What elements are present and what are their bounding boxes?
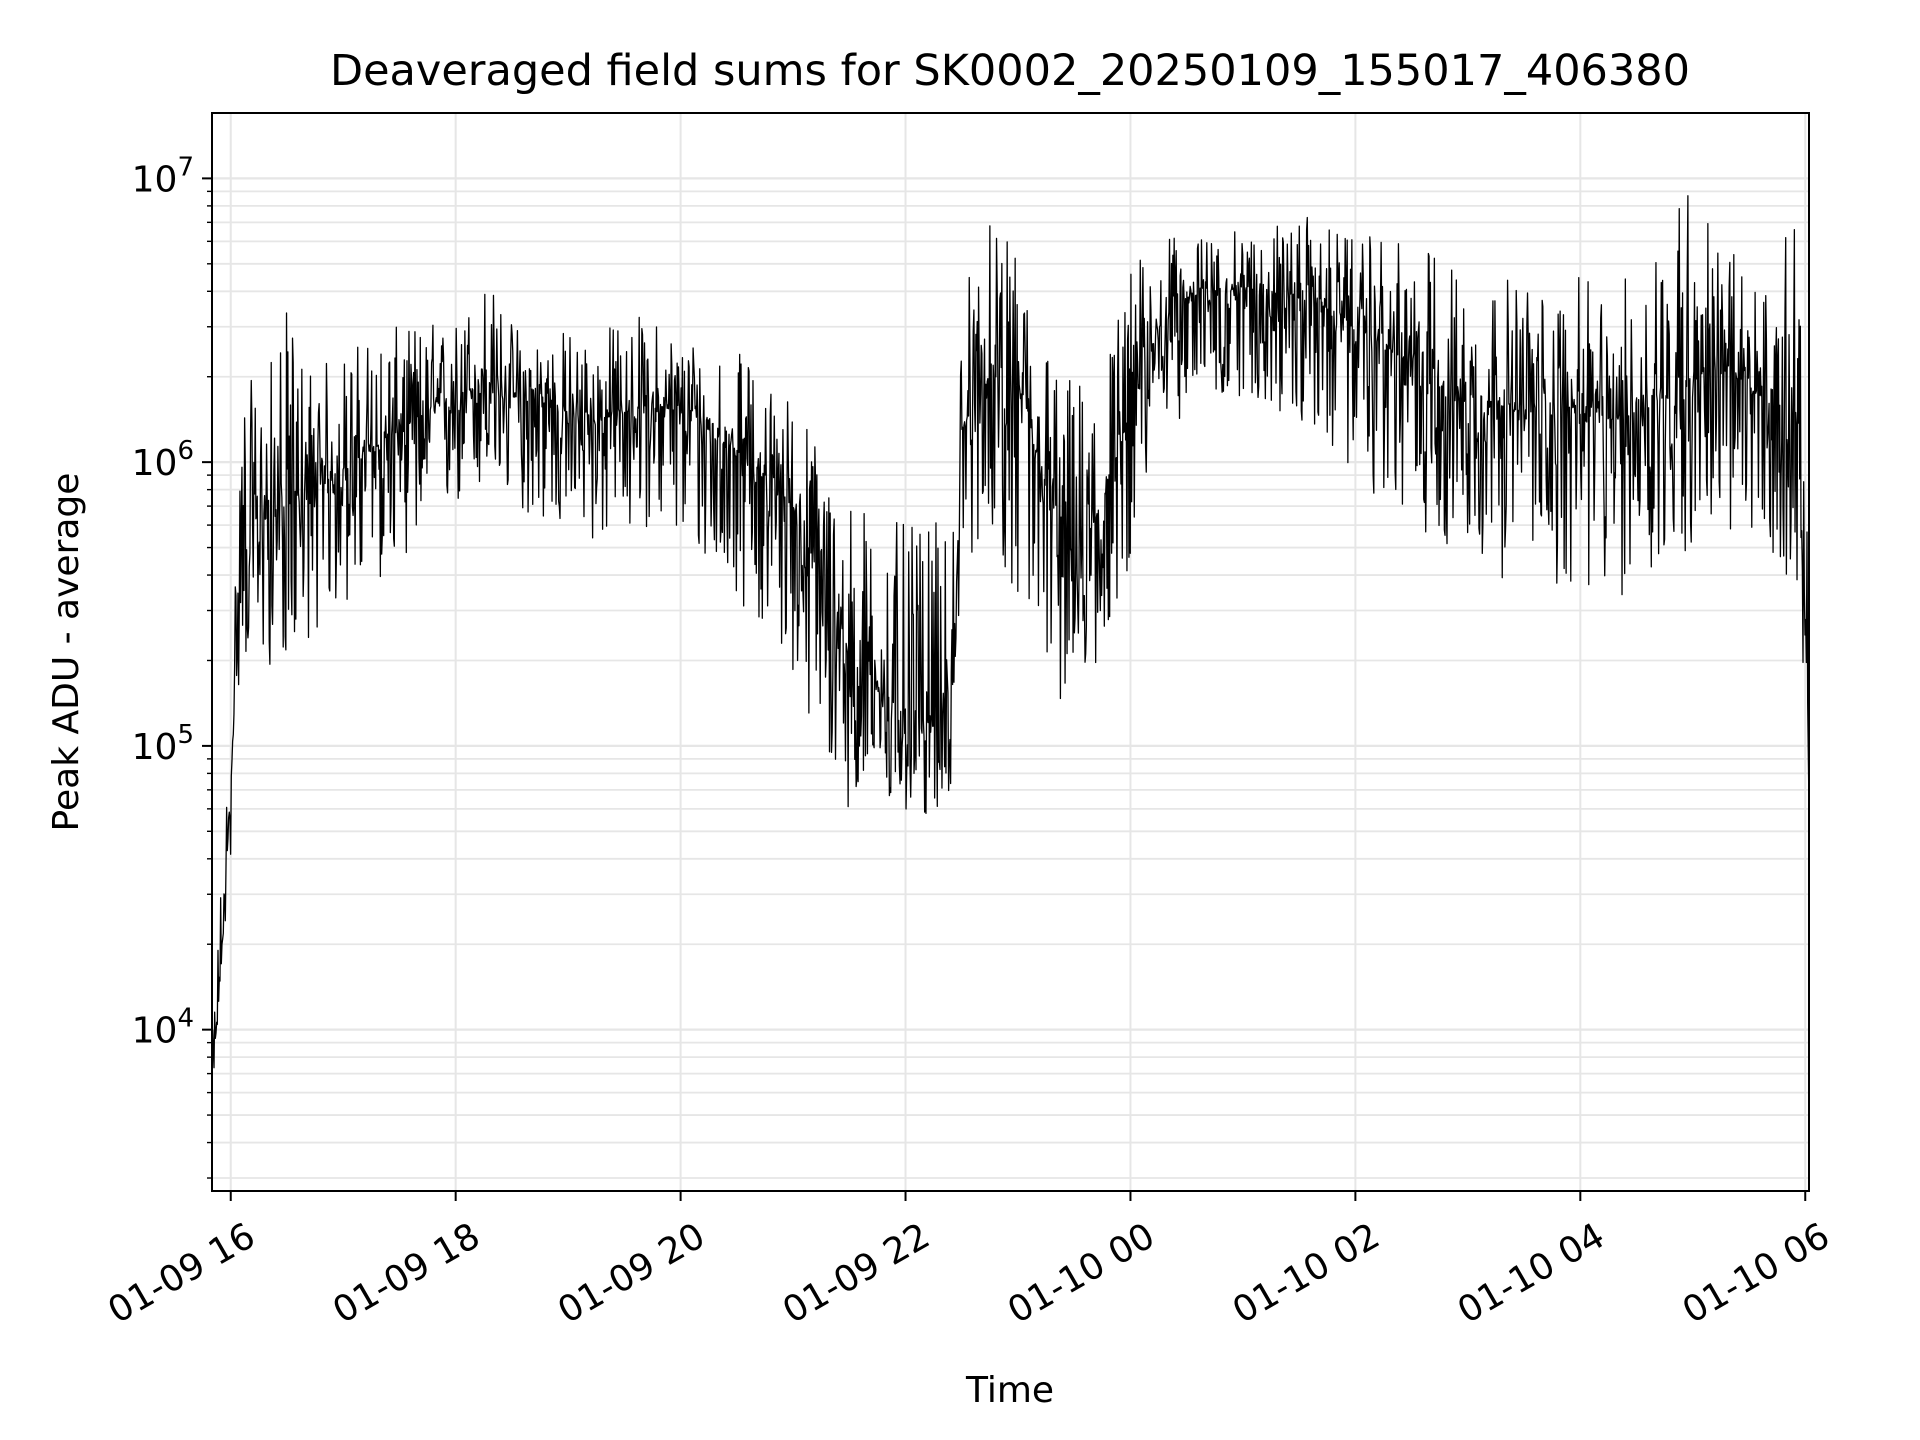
y-tick-label: 107 — [132, 152, 194, 200]
y-tick-label: 104 — [132, 1004, 194, 1052]
series-line — [211, 195, 1810, 1089]
data-series — [211, 195, 1810, 1089]
y-tick-label: 105 — [132, 720, 194, 768]
y-axis-ticks: 104 105 106 107 — [132, 152, 212, 1179]
chart-title: Deaveraged field sums for SK0002_2025010… — [330, 46, 1690, 96]
x-axis-label: Time — [965, 1370, 1054, 1411]
y-axis-label: Peak ADU - average — [46, 473, 87, 832]
y-tick-label: 106 — [132, 436, 194, 484]
grid — [212, 113, 1809, 1191]
plot-frame — [211, 112, 1810, 1192]
